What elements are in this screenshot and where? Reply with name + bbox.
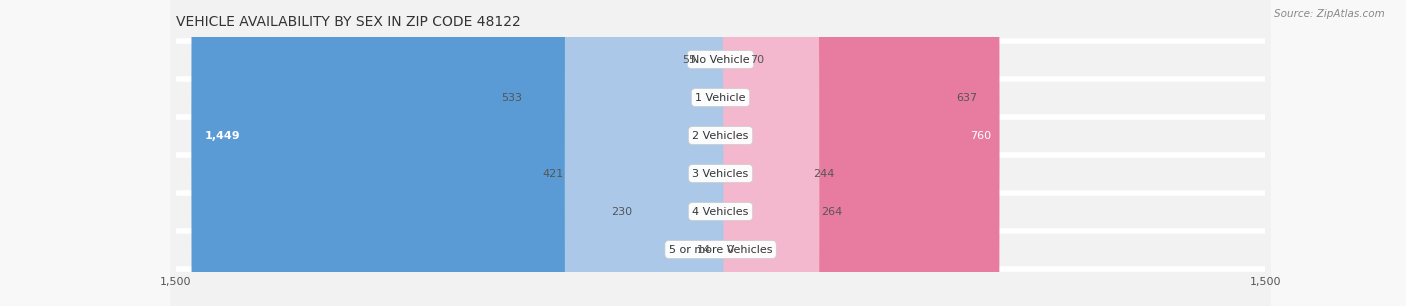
Text: 1,449: 1,449 xyxy=(205,131,240,140)
Text: No Vehicle: No Vehicle xyxy=(692,54,749,65)
Text: 264: 264 xyxy=(821,207,842,217)
FancyBboxPatch shape xyxy=(717,0,749,306)
Text: 5 or more Vehicles: 5 or more Vehicles xyxy=(669,244,772,255)
Text: VEHICLE AVAILABILITY BY SEX IN ZIP CODE 48122: VEHICLE AVAILABILITY BY SEX IN ZIP CODE … xyxy=(176,15,520,28)
FancyBboxPatch shape xyxy=(524,0,724,306)
FancyBboxPatch shape xyxy=(191,0,724,306)
Text: 3 Vehicles: 3 Vehicles xyxy=(692,169,749,178)
FancyBboxPatch shape xyxy=(717,0,955,306)
FancyBboxPatch shape xyxy=(170,0,1271,306)
FancyBboxPatch shape xyxy=(717,0,820,306)
Text: 14: 14 xyxy=(697,244,711,255)
Text: 70: 70 xyxy=(751,54,765,65)
Text: 230: 230 xyxy=(612,207,633,217)
Text: 421: 421 xyxy=(543,169,564,178)
Text: 0: 0 xyxy=(725,244,733,255)
FancyBboxPatch shape xyxy=(170,0,1271,306)
FancyBboxPatch shape xyxy=(565,0,724,306)
Text: 637: 637 xyxy=(956,92,977,103)
FancyBboxPatch shape xyxy=(634,0,724,306)
Text: 1 Vehicle: 1 Vehicle xyxy=(696,92,745,103)
Text: 533: 533 xyxy=(502,92,523,103)
FancyBboxPatch shape xyxy=(697,0,724,306)
FancyBboxPatch shape xyxy=(717,0,813,306)
FancyBboxPatch shape xyxy=(717,0,1000,306)
FancyBboxPatch shape xyxy=(170,0,1271,306)
FancyBboxPatch shape xyxy=(170,0,1271,306)
Text: 4 Vehicles: 4 Vehicles xyxy=(692,207,749,217)
Text: Source: ZipAtlas.com: Source: ZipAtlas.com xyxy=(1274,9,1385,19)
FancyBboxPatch shape xyxy=(170,0,1271,306)
FancyBboxPatch shape xyxy=(713,0,724,306)
Text: 244: 244 xyxy=(814,169,835,178)
Text: 760: 760 xyxy=(970,131,991,140)
Text: 55: 55 xyxy=(682,54,696,65)
FancyBboxPatch shape xyxy=(170,0,1271,306)
Text: 2 Vehicles: 2 Vehicles xyxy=(692,131,749,140)
